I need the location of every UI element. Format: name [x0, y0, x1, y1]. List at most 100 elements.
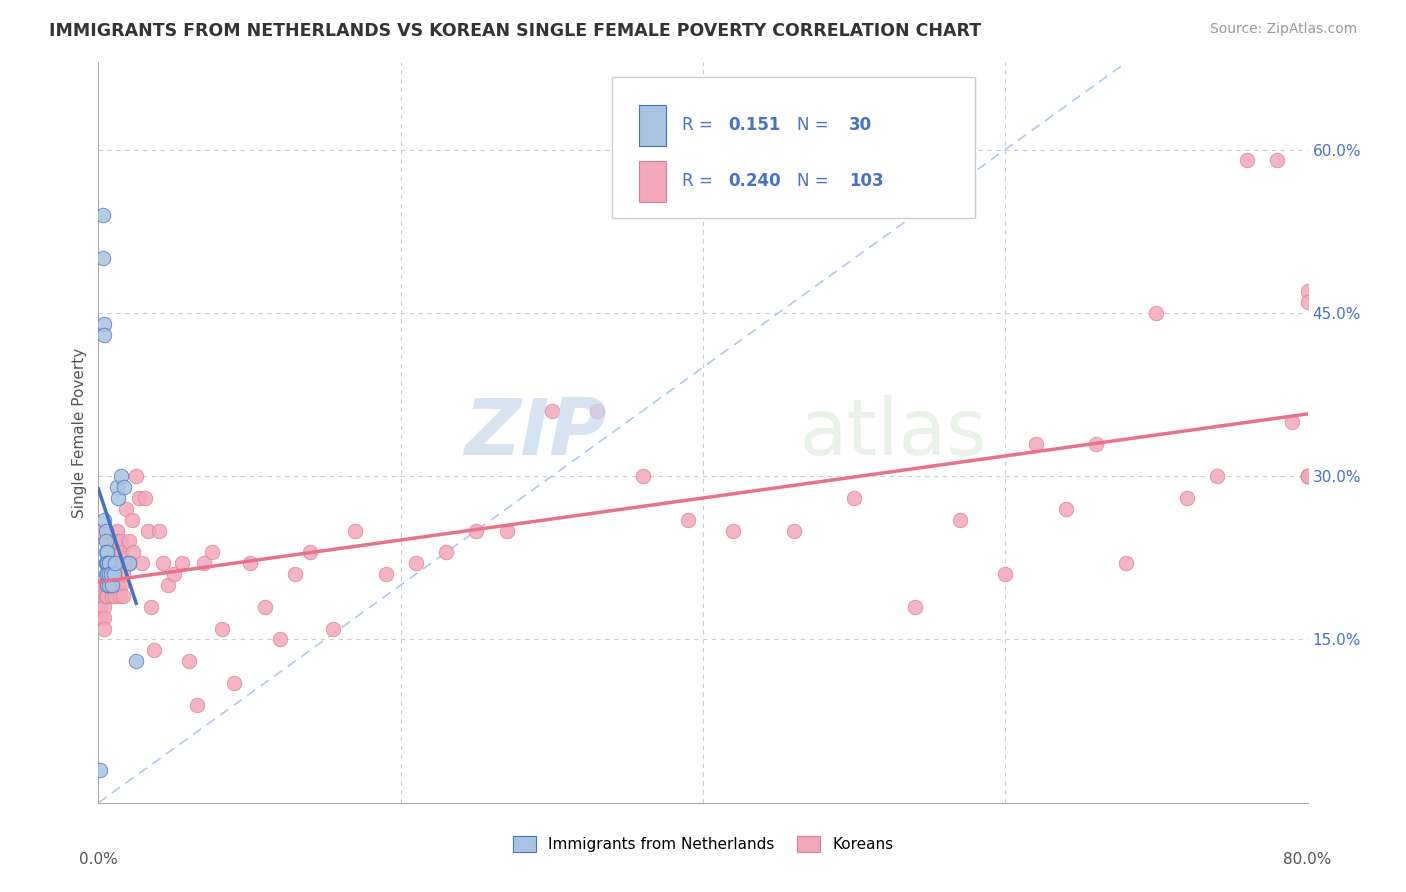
- Point: [141, 599, 163, 614]
- Point: [844, 491, 866, 505]
- Point: [121, 513, 143, 527]
- Text: Source: ZipAtlas.com: Source: ZipAtlas.com: [1209, 22, 1357, 37]
- Point: [108, 589, 131, 603]
- Point: [163, 567, 186, 582]
- Point: [96, 556, 118, 570]
- Text: N =: N =: [797, 172, 834, 190]
- Point: [105, 524, 128, 538]
- FancyBboxPatch shape: [613, 78, 976, 218]
- Point: [90, 524, 112, 538]
- Point: [284, 567, 307, 582]
- Point: [723, 524, 745, 538]
- Point: [96, 556, 118, 570]
- Point: [1267, 153, 1289, 168]
- Point: [94, 589, 117, 603]
- Point: [374, 567, 396, 582]
- Point: [434, 545, 457, 559]
- Legend: Immigrants from Netherlands, Koreans: Immigrants from Netherlands, Koreans: [506, 830, 900, 858]
- Point: [112, 480, 135, 494]
- Point: [105, 556, 128, 570]
- Point: [253, 599, 276, 614]
- Point: [170, 556, 193, 570]
- Point: [100, 556, 122, 570]
- Point: [1296, 295, 1319, 310]
- Point: [89, 763, 111, 777]
- Point: [143, 643, 166, 657]
- Point: [1085, 436, 1108, 450]
- Point: [110, 578, 132, 592]
- Text: R =: R =: [682, 116, 718, 135]
- Text: atlas: atlas: [800, 394, 987, 471]
- Point: [94, 567, 117, 582]
- Point: [949, 513, 972, 527]
- Point: [98, 578, 121, 592]
- Point: [98, 578, 121, 592]
- Point: [1296, 469, 1319, 483]
- Point: [114, 501, 136, 516]
- Point: [98, 567, 121, 582]
- Point: [131, 556, 153, 570]
- Point: [994, 567, 1017, 582]
- Text: R =: R =: [682, 172, 718, 190]
- Point: [91, 578, 114, 592]
- Point: [586, 404, 609, 418]
- Point: [104, 567, 127, 582]
- Point: [115, 556, 138, 570]
- Point: [96, 534, 118, 549]
- Point: [98, 567, 121, 582]
- Point: [211, 622, 233, 636]
- Point: [100, 567, 122, 582]
- Point: [93, 327, 115, 342]
- Point: [94, 578, 117, 592]
- Text: IMMIGRANTS FROM NETHERLANDS VS KOREAN SINGLE FEMALE POVERTY CORRELATION CHART: IMMIGRANTS FROM NETHERLANDS VS KOREAN SI…: [49, 22, 981, 40]
- Point: [322, 622, 344, 636]
- Text: 0.240: 0.240: [728, 172, 780, 190]
- Point: [94, 534, 117, 549]
- Bar: [638, 161, 665, 202]
- Point: [269, 632, 291, 647]
- Point: [104, 589, 127, 603]
- Point: [104, 556, 127, 570]
- Point: [1296, 469, 1319, 483]
- Point: [465, 524, 488, 538]
- Point: [110, 534, 132, 549]
- Point: [1296, 469, 1319, 483]
- Point: [136, 524, 159, 538]
- Point: [94, 556, 117, 570]
- Point: [108, 545, 131, 559]
- Bar: [638, 105, 665, 146]
- Point: [94, 556, 117, 570]
- Point: [105, 480, 128, 494]
- Point: [1054, 501, 1077, 516]
- Point: [96, 556, 118, 570]
- Point: [125, 654, 148, 668]
- Point: [111, 567, 134, 582]
- Point: [239, 556, 262, 570]
- Point: [91, 589, 114, 603]
- Point: [193, 556, 215, 570]
- Point: [94, 545, 117, 559]
- Point: [110, 469, 132, 483]
- Point: [107, 578, 129, 592]
- Point: [96, 589, 118, 603]
- Point: [101, 578, 124, 592]
- Point: [89, 599, 111, 614]
- Point: [104, 556, 127, 570]
- Point: [1296, 469, 1319, 483]
- Point: [783, 524, 806, 538]
- Point: [148, 524, 170, 538]
- Point: [1296, 284, 1319, 298]
- Point: [904, 599, 927, 614]
- Point: [103, 567, 125, 582]
- Point: [1236, 153, 1258, 168]
- Point: [631, 469, 654, 483]
- Point: [103, 534, 125, 549]
- Point: [118, 534, 141, 549]
- Point: [128, 491, 150, 505]
- Point: [103, 556, 125, 570]
- Y-axis label: Single Female Poverty: Single Female Poverty: [72, 348, 87, 517]
- Point: [201, 545, 224, 559]
- Point: [103, 567, 125, 582]
- Point: [120, 556, 142, 570]
- Point: [111, 589, 134, 603]
